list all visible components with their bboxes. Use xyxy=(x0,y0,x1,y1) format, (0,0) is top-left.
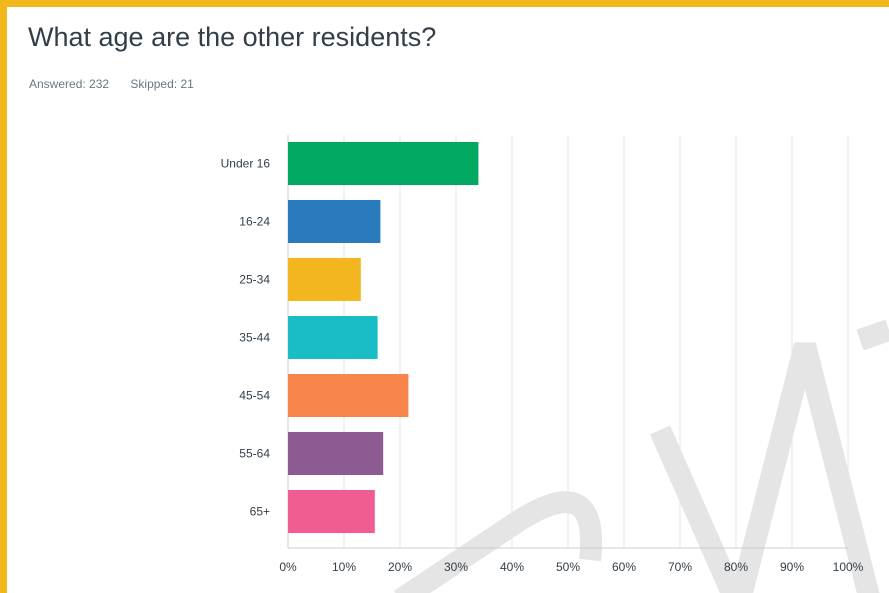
category-label: Under 16 xyxy=(221,157,271,171)
x-tick-label: 60% xyxy=(612,560,636,574)
x-tick-label: 30% xyxy=(444,560,468,574)
x-tick-label: 10% xyxy=(332,560,356,574)
x-tick-label: 50% xyxy=(556,560,580,574)
bar-55-64 xyxy=(288,432,384,475)
response-summary: Answered: 232 Skipped: 21 xyxy=(29,77,212,91)
bar-16-24 xyxy=(288,200,381,243)
skipped-count: Skipped: 21 xyxy=(130,77,194,91)
category-label: 55-64 xyxy=(239,447,270,461)
x-tick-label: 80% xyxy=(724,560,748,574)
category-label: 45-54 xyxy=(239,389,270,403)
category-label: 16-24 xyxy=(239,215,270,229)
category-label: 65+ xyxy=(250,505,270,519)
bar-35-44 xyxy=(288,316,378,359)
bar-65- xyxy=(288,490,375,533)
x-tick-label: 20% xyxy=(388,560,412,574)
bar-45-54 xyxy=(288,374,409,417)
question-title: What age are the other residents? xyxy=(28,22,437,52)
x-tick-label: 70% xyxy=(668,560,692,574)
category-label: 35-44 xyxy=(239,331,270,345)
bar-25-34 xyxy=(288,258,361,301)
answered-count: Answered: 232 xyxy=(29,77,110,91)
category-label: 25-34 xyxy=(239,273,270,287)
bar-under-16 xyxy=(288,142,479,185)
x-tick-label: 0% xyxy=(279,560,297,574)
x-tick-label: 100% xyxy=(833,560,864,574)
x-tick-label: 40% xyxy=(500,560,524,574)
x-tick-label: 90% xyxy=(780,560,804,574)
